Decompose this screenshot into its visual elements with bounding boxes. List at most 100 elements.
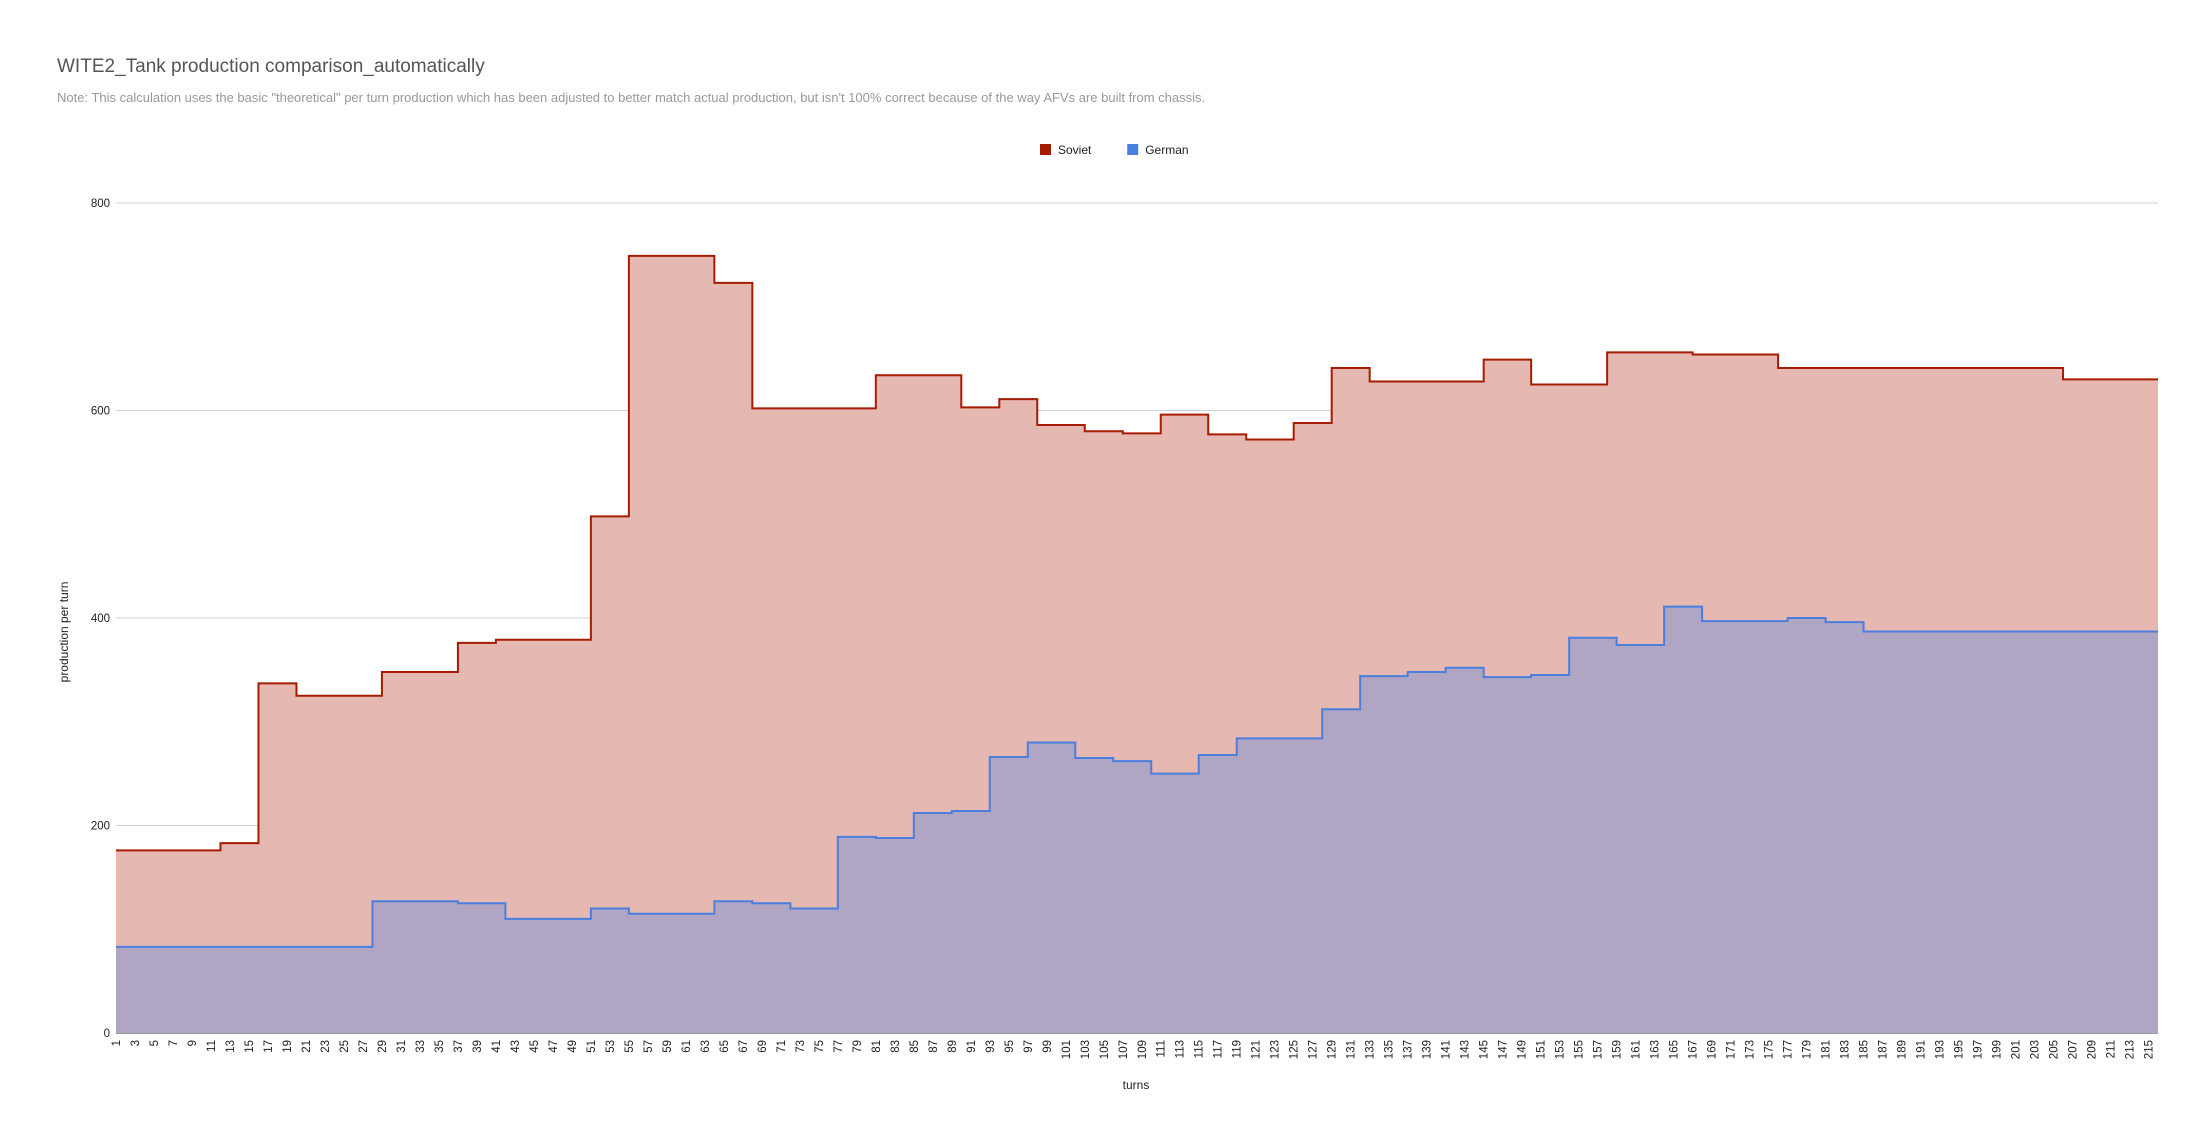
x-tick-label: 77 xyxy=(833,1040,845,1053)
x-tick-label: 137 xyxy=(1403,1040,1415,1059)
x-tick-label: 13 xyxy=(225,1040,237,1053)
x-tick-label: 81 xyxy=(871,1040,883,1053)
x-tick-label: 181 xyxy=(1821,1040,1833,1059)
x-tick-label: 89 xyxy=(947,1040,959,1053)
x-tick-label: 109 xyxy=(1137,1040,1149,1059)
x-tick-label: 37 xyxy=(453,1040,465,1053)
x-tick-label: 197 xyxy=(1973,1040,1985,1059)
x-tick-label: 21 xyxy=(301,1040,313,1053)
x-tick-label: 209 xyxy=(2087,1040,2099,1059)
x-tick-label: 215 xyxy=(2144,1040,2156,1059)
german-legend-label[interactable]: German xyxy=(1145,143,1188,157)
x-tick-label: 63 xyxy=(700,1040,712,1053)
x-tick-label: 95 xyxy=(1004,1040,1016,1053)
x-tick-label: 45 xyxy=(529,1040,541,1053)
chart-subtitle: Note: This calculation uses the basic "t… xyxy=(57,90,1206,105)
x-tick-label: 85 xyxy=(909,1040,921,1053)
y-tick-label: 200 xyxy=(91,821,110,833)
x-tick-label: 141 xyxy=(1441,1040,1453,1059)
x-tick-label: 57 xyxy=(643,1040,655,1053)
x-tick-label: 169 xyxy=(1707,1040,1719,1059)
y-tick-label: 600 xyxy=(91,406,110,418)
german-area xyxy=(116,606,2158,1033)
x-tick-label: 171 xyxy=(1726,1040,1738,1059)
x-tick-label: 41 xyxy=(491,1040,503,1053)
soviet-line xyxy=(116,254,2158,852)
x-tick-label: 189 xyxy=(1897,1040,1909,1059)
x-tick-label: 71 xyxy=(776,1040,788,1053)
x-tick-label: 105 xyxy=(1099,1040,1111,1059)
x-tick-label: 125 xyxy=(1289,1040,1301,1059)
x-tick-label: 163 xyxy=(1650,1040,1662,1059)
x-tick-label: 201 xyxy=(2011,1040,2023,1059)
x-tick-label: 121 xyxy=(1251,1040,1263,1059)
x-tick-label: 7 xyxy=(168,1040,180,1046)
legend[interactable]: Soviet German xyxy=(1040,143,1189,157)
x-tick-label: 207 xyxy=(2068,1040,2080,1059)
x-tick-label: 129 xyxy=(1327,1040,1339,1059)
x-tick-label: 191 xyxy=(1916,1040,1928,1059)
x-tick-label: 73 xyxy=(795,1040,807,1053)
x-tick-label: 101 xyxy=(1061,1040,1073,1059)
x-tick-label: 157 xyxy=(1593,1040,1605,1059)
x-tick-label: 139 xyxy=(1422,1040,1434,1059)
x-tick-label: 183 xyxy=(1840,1040,1852,1059)
x-tick-label: 117 xyxy=(1213,1040,1225,1058)
german-legend-swatch xyxy=(1127,144,1139,155)
x-tick-label: 205 xyxy=(2049,1040,2061,1059)
x-tick-label: 177 xyxy=(1783,1040,1795,1059)
chart-title: WITE2_Tank production comparison_automat… xyxy=(57,56,485,77)
x-tick-label: 113 xyxy=(1175,1040,1187,1058)
x-tick-label: 161 xyxy=(1631,1040,1643,1059)
x-tick-label: 199 xyxy=(1992,1040,2004,1059)
x-tick-label: 123 xyxy=(1270,1040,1282,1059)
y-tick-label: 800 xyxy=(91,198,110,210)
x-tick-label: 167 xyxy=(1688,1040,1700,1059)
x-tick-label: 61 xyxy=(681,1040,693,1053)
x-tick-label: 83 xyxy=(890,1040,902,1053)
x-tick-label: 133 xyxy=(1365,1040,1377,1059)
x-tick-label: 165 xyxy=(1669,1040,1681,1059)
x-tick-label: 185 xyxy=(1859,1040,1871,1059)
x-tick-label: 59 xyxy=(662,1040,674,1053)
x-tick-label: 143 xyxy=(1460,1040,1472,1059)
x-tick-label: 93 xyxy=(985,1040,997,1053)
x-tick-label: 193 xyxy=(1935,1040,1947,1059)
x-tick-label: 49 xyxy=(567,1040,579,1053)
x-tick-label: 131 xyxy=(1346,1040,1358,1059)
x-tick-label: 19 xyxy=(282,1040,294,1053)
y-axis-title: production per turn xyxy=(57,582,71,683)
x-tick-label: 91 xyxy=(966,1040,978,1053)
soviet-legend-label[interactable]: Soviet xyxy=(1058,143,1092,157)
x-tick-label: 15 xyxy=(244,1040,256,1053)
x-tick-label: 175 xyxy=(1764,1040,1776,1059)
x-tick-label: 203 xyxy=(2030,1040,2042,1059)
x-tick-label: 25 xyxy=(339,1040,351,1053)
x-tick-label: 1 xyxy=(111,1040,123,1046)
x-tick-label: 195 xyxy=(1954,1040,1966,1059)
x-tick-label: 39 xyxy=(472,1040,484,1053)
x-tick-label: 107 xyxy=(1118,1040,1130,1059)
x-tick-label: 51 xyxy=(586,1040,598,1053)
x-tick-label: 79 xyxy=(852,1040,864,1053)
x-tick-label: 53 xyxy=(605,1040,617,1053)
x-tick-label: 147 xyxy=(1498,1040,1510,1059)
x-tick-label: 43 xyxy=(510,1040,522,1053)
x-tick-label: 47 xyxy=(548,1040,560,1053)
x-tick-label: 179 xyxy=(1802,1040,1814,1059)
x-tick-label: 67 xyxy=(738,1040,750,1053)
x-tick-label: 35 xyxy=(434,1040,446,1053)
series-areas xyxy=(116,255,2158,1033)
x-tick-label: 11 xyxy=(206,1040,218,1052)
x-tick-label: 87 xyxy=(928,1040,940,1053)
x-tick-label: 153 xyxy=(1555,1040,1567,1059)
x-tick-label: 99 xyxy=(1042,1040,1054,1053)
y-tick-label: 0 xyxy=(104,1028,110,1040)
x-tick-label: 33 xyxy=(415,1040,427,1053)
x-tick-label: 31 xyxy=(396,1040,408,1053)
x-tick-label: 103 xyxy=(1080,1040,1092,1059)
x-tick-label: 213 xyxy=(2125,1040,2137,1059)
german-line xyxy=(116,605,2158,948)
x-tick-label: 9 xyxy=(187,1040,199,1046)
